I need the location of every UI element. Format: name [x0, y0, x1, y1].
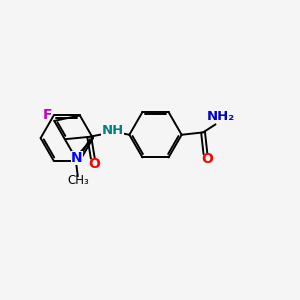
Text: NH: NH	[101, 124, 124, 136]
Text: NH₂: NH₂	[207, 110, 235, 123]
Text: F: F	[42, 108, 52, 122]
Text: O: O	[201, 152, 213, 166]
Text: N: N	[71, 151, 83, 165]
Text: CH₃: CH₃	[67, 174, 89, 187]
Text: O: O	[88, 157, 100, 171]
